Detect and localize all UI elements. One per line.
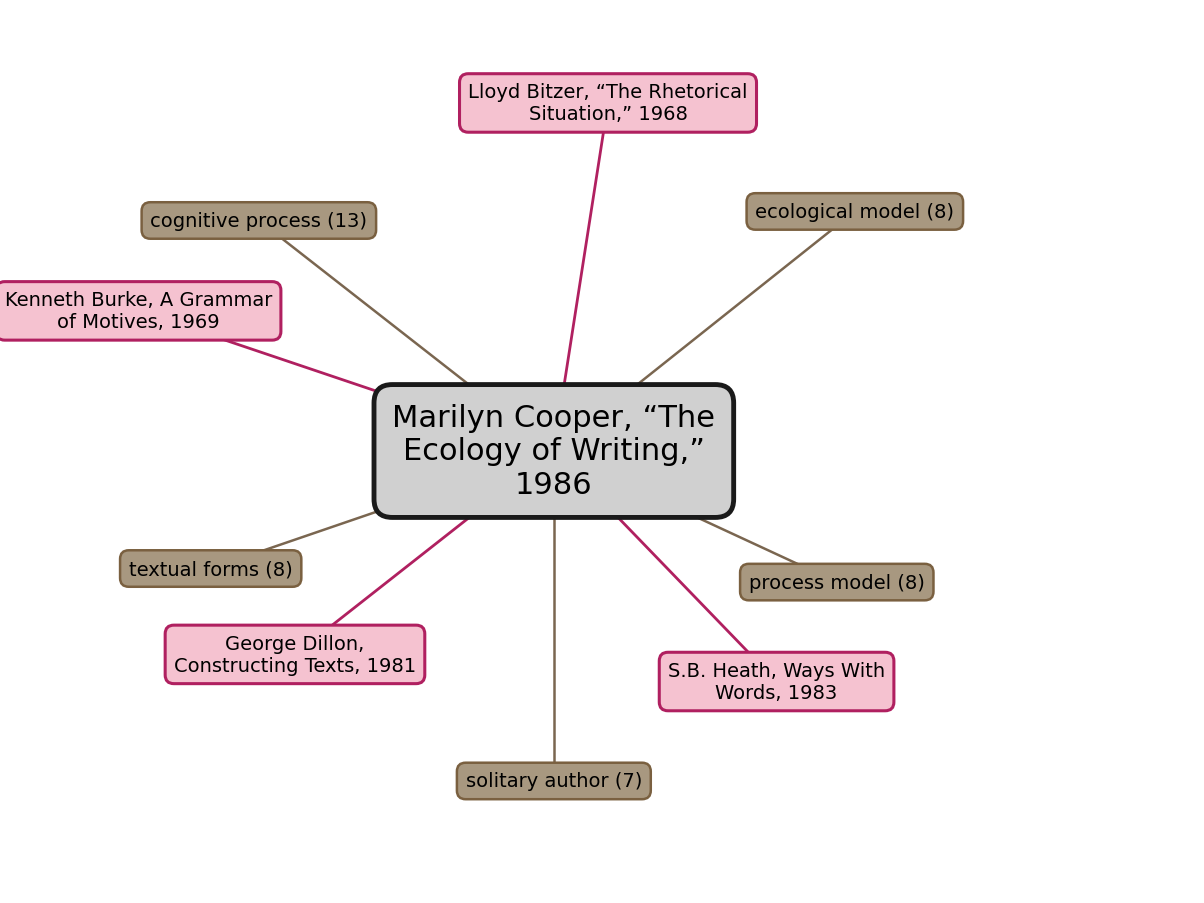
Text: Marilyn Cooper, “The
Ecology of Writing,”
1986: Marilyn Cooper, “The Ecology of Writing,… [393,404,715,499]
Text: textual forms (8): textual forms (8) [129,559,293,579]
Text: Lloyd Bitzer, “The Rhetorical
Situation,” 1968: Lloyd Bitzer, “The Rhetorical Situation,… [468,83,748,125]
Text: cognitive process (13): cognitive process (13) [150,211,367,231]
Text: Kenneth Burke, A Grammar
of Motives, 1969: Kenneth Burke, A Grammar of Motives, 196… [5,291,272,332]
Text: solitary author (7): solitary author (7) [466,771,642,791]
Text: S.B. Heath, Ways With
Words, 1983: S.B. Heath, Ways With Words, 1983 [668,661,885,703]
Text: ecological model (8): ecological model (8) [755,202,955,222]
Text: process model (8): process model (8) [749,573,925,592]
Text: George Dillon,
Constructing Texts, 1981: George Dillon, Constructing Texts, 1981 [173,634,417,675]
